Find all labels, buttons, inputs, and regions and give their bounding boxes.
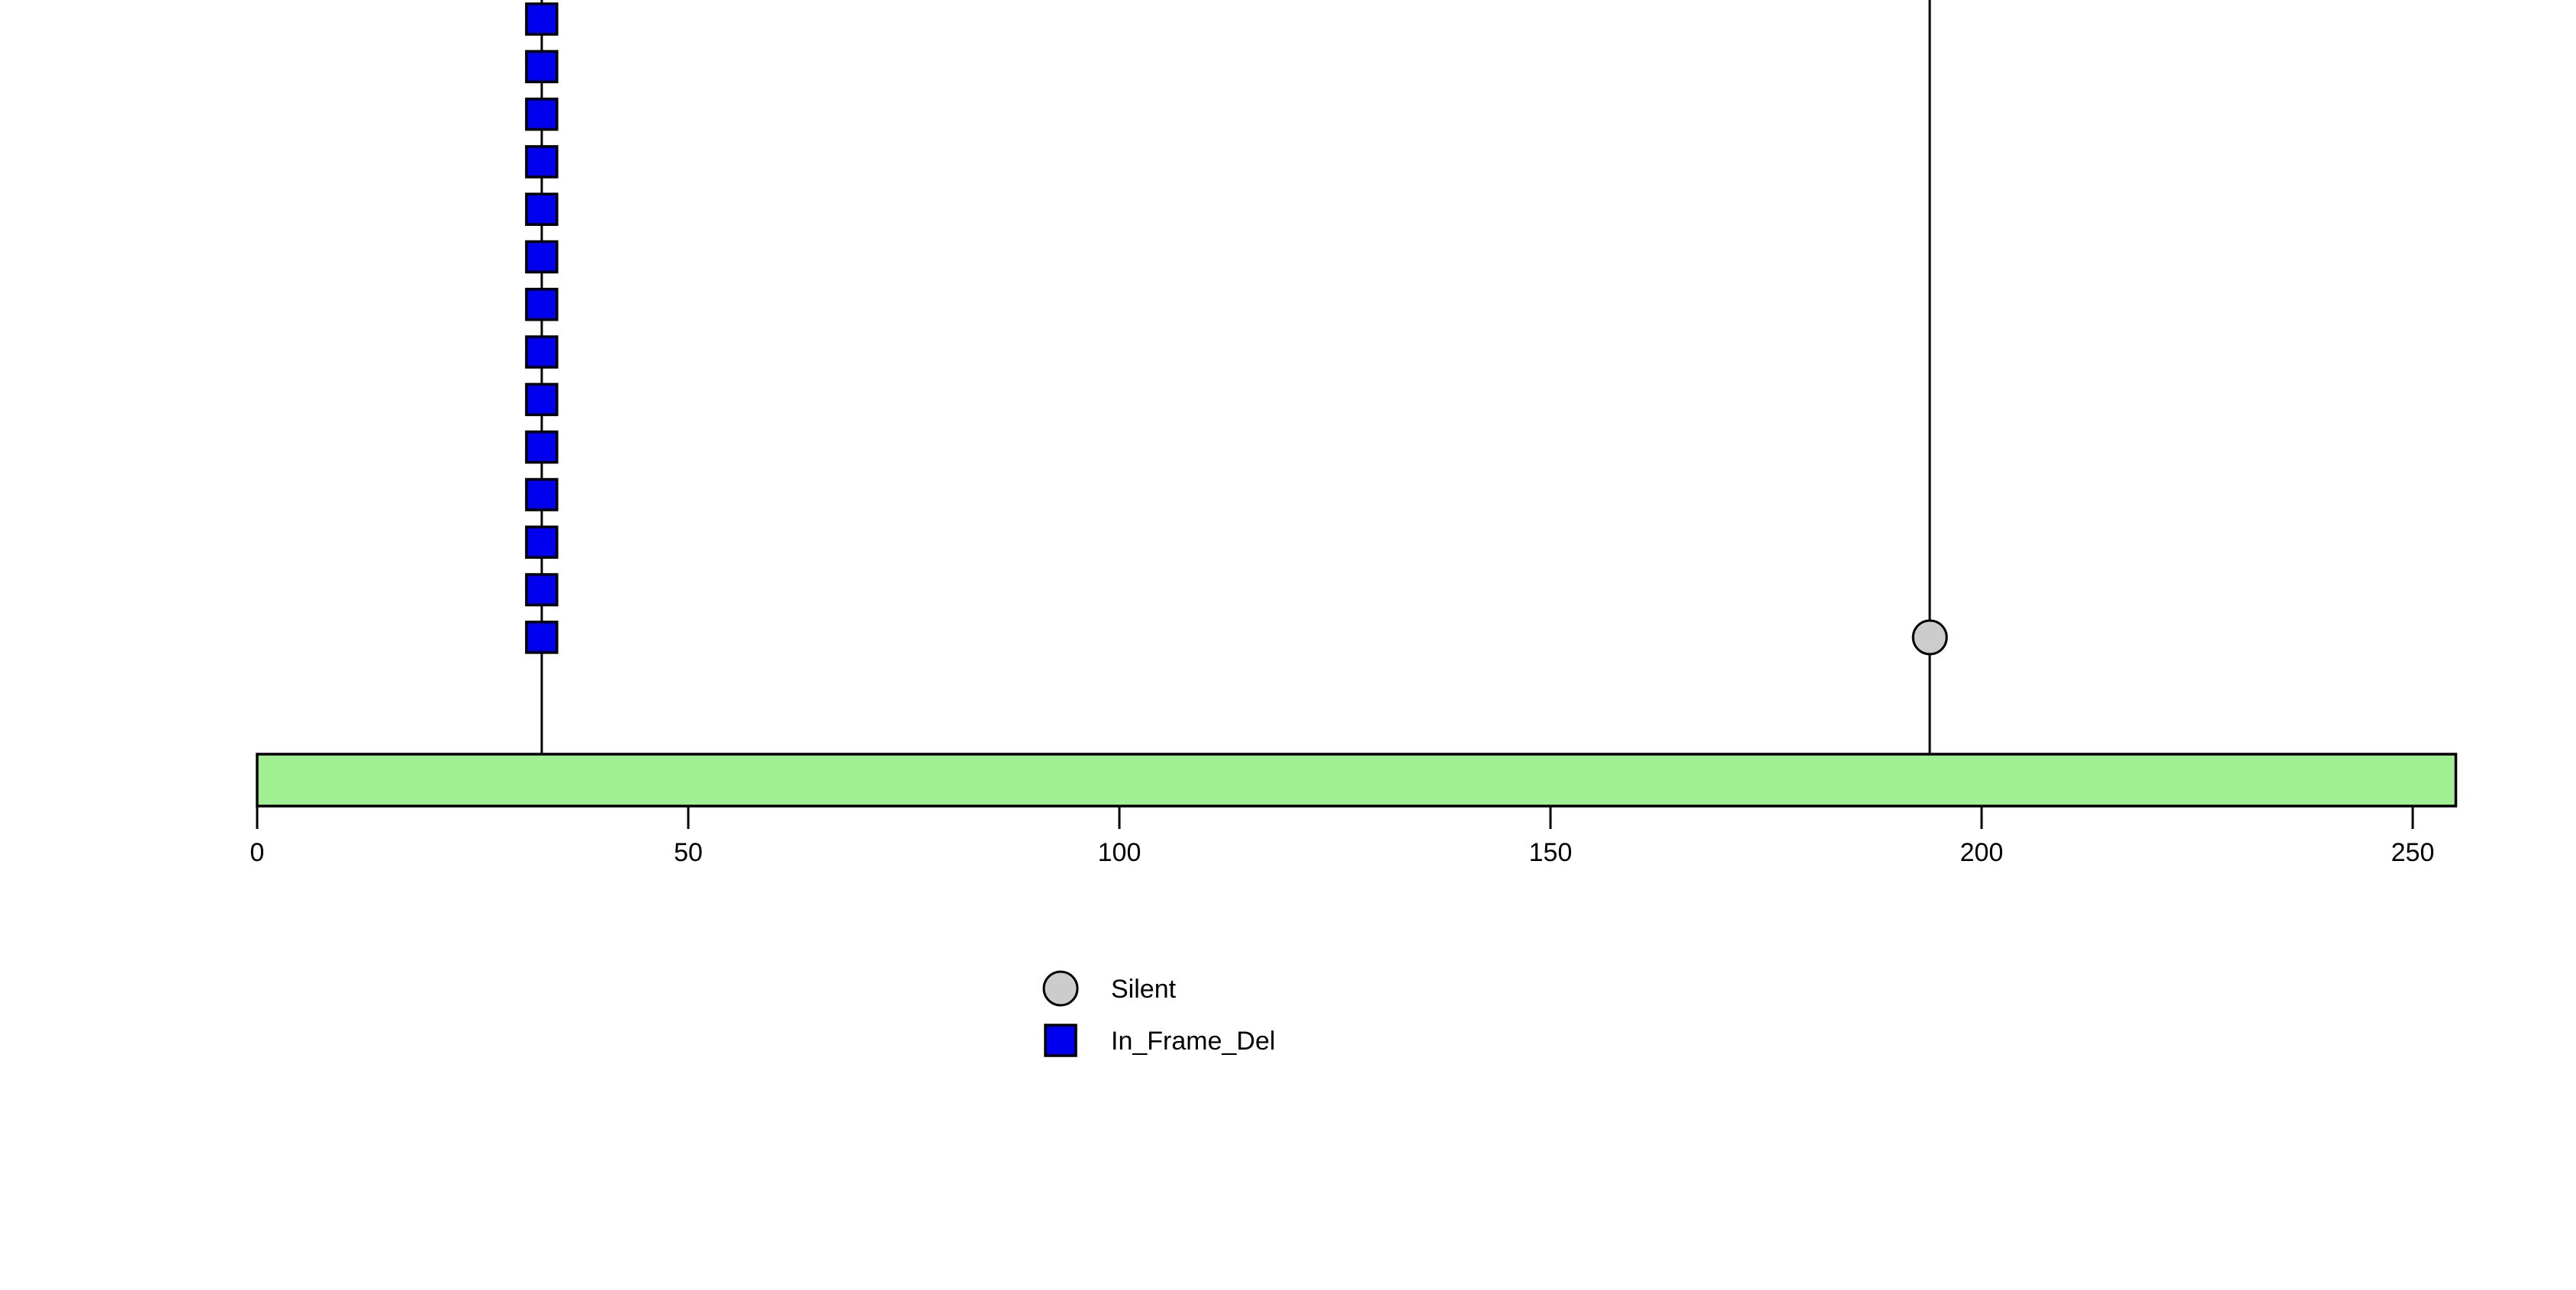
mutation-marker-square[interactable] [525,335,559,369]
axis-tick-label: 100 [1098,838,1141,867]
mutation-marker-square[interactable] [525,382,559,417]
protein-domain-bar[interactable] [256,753,2458,808]
mutation-marker-square[interactable] [525,572,559,607]
stems-group [540,0,1931,806]
axis-tick-label: 150 [1529,838,1573,867]
protein-domain-rect[interactable] [256,753,2458,808]
mutation-marker-square[interactable] [525,50,559,84]
mutation-marker-square[interactable] [525,478,559,511]
mutation-marker-circle[interactable] [1911,619,1948,656]
axis-tick-labels: 0 50 100 150 200 250 [250,838,2435,867]
mutation-marker-square[interactable] [525,145,559,179]
axis-tick-label: 0 [250,838,265,867]
legend-swatch-circle [1042,970,1079,1007]
legend-swatch-square [1044,1024,1077,1057]
axis-tick-label: 200 [1960,838,2004,867]
axis-tick-marks [256,806,2414,829]
mutation-markers-group[interactable] [525,2,1948,656]
legend-label: Silent [1111,975,1177,1004]
legend: Silent In_Frame_Del [1042,970,1275,1057]
mutation-marker-square[interactable] [525,192,559,226]
legend-label: In_Frame_Del [1111,1027,1275,1056]
axis-tick-label: 50 [674,838,703,867]
axis-tick-label: 250 [2391,838,2435,867]
mutation-marker-square[interactable] [525,525,559,560]
mutation-marker-square[interactable] [525,2,559,36]
mutation-marker-square[interactable] [525,430,559,464]
mutation-marker-square[interactable] [525,288,559,321]
mutation-marker-square[interactable] [525,240,559,274]
mutation-marker-square[interactable] [525,621,559,654]
mutation-marker-square[interactable] [525,97,559,131]
